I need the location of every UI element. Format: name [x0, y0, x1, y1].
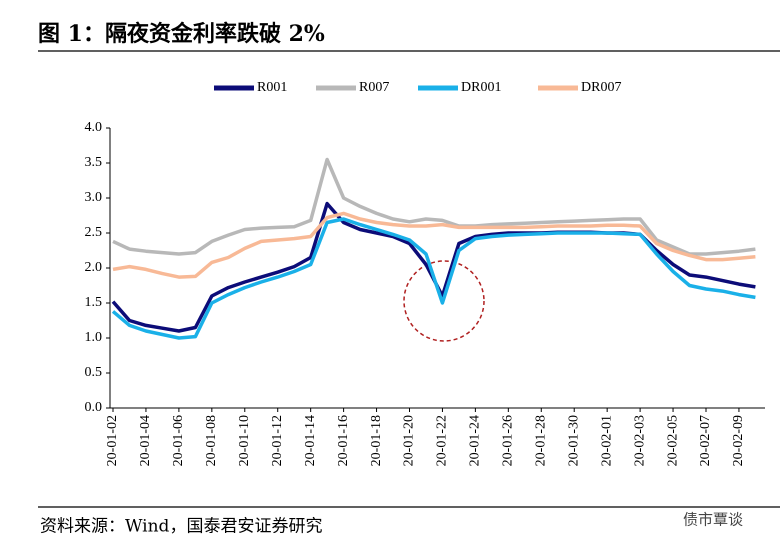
y-tick-label: 1.5 — [85, 295, 103, 310]
legend-label: R007 — [359, 80, 389, 95]
x-tick-label: 20-01-24 — [468, 415, 483, 466]
legend-label: DR001 — [461, 80, 501, 95]
chart-title: 图 1：隔夜资金利率跌破 2% — [38, 21, 325, 47]
x-tick-label: 20-01-14 — [303, 415, 318, 466]
x-tick-label: 20-02-05 — [665, 415, 680, 466]
x-tick-label: 20-01-26 — [501, 415, 516, 466]
x-tick-label: 20-01-08 — [204, 415, 219, 466]
x-tick-label: 20-01-30 — [566, 415, 581, 466]
x-tick-label: 20-01-10 — [237, 415, 252, 466]
highlight-circle — [403, 260, 485, 342]
y-tick-label: 2.5 — [85, 225, 103, 240]
x-tick-label: 20-01-20 — [402, 415, 417, 466]
watermark: 债市覃谈 — [683, 511, 743, 529]
y-tick-label: 2.0 — [85, 260, 103, 275]
source: 资料来源：Wind，国泰君安证券研究 — [40, 517, 322, 537]
x-tick-label: 20-01-02 — [105, 415, 120, 466]
x-tick-label: 20-02-01 — [599, 415, 614, 466]
x-tick-label: 20-02-07 — [698, 415, 713, 466]
x-tick-label: 20-01-22 — [435, 415, 450, 466]
y-tick-label: 1.0 — [85, 330, 103, 345]
y-tick-label: 0.0 — [85, 400, 103, 415]
y-tick-label: 4.0 — [85, 120, 103, 135]
y-tick-label: 3.5 — [85, 155, 103, 170]
y-tick-label: 0.5 — [85, 365, 103, 380]
x-tick-label: 20-01-12 — [270, 415, 285, 466]
legend-label: R001 — [257, 80, 287, 95]
x-tick-label: 20-01-28 — [533, 415, 548, 466]
series-line — [111, 217, 756, 340]
x-tick-label: 20-02-09 — [731, 415, 746, 466]
series-line — [112, 211, 756, 279]
x-tick-label: 20-01-04 — [138, 415, 153, 466]
y-tick-label: 3.0 — [85, 190, 103, 205]
series-line — [112, 157, 756, 256]
x-tick-label: 20-01-18 — [369, 415, 384, 466]
x-tick-label: 20-02-03 — [632, 415, 647, 466]
legend-label: DR007 — [581, 80, 621, 95]
x-tick-label: 20-01-16 — [336, 415, 351, 466]
x-tick-label: 20-01-06 — [171, 415, 186, 466]
